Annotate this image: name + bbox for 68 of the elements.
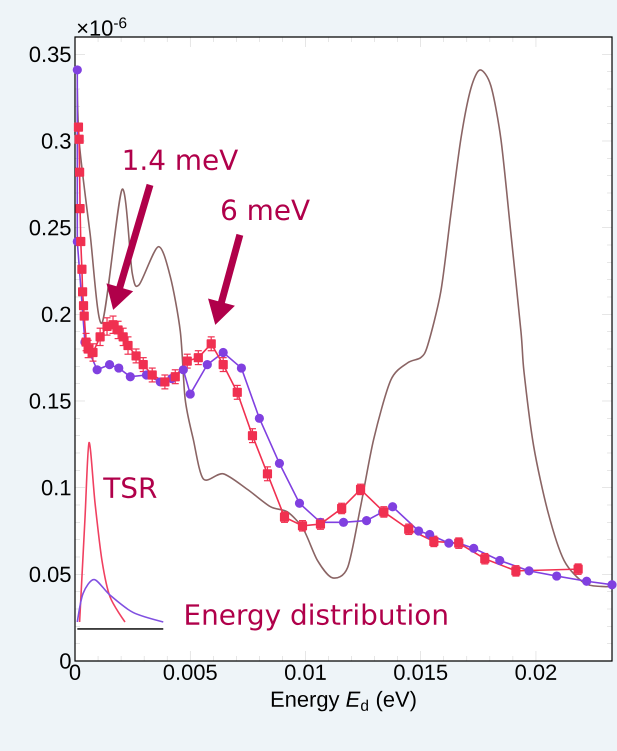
x-tick-label: 0.005 <box>164 664 217 680</box>
point <box>74 134 84 144</box>
point <box>218 360 228 370</box>
point <box>388 502 398 512</box>
y-tick-label: 0.05 <box>30 566 71 582</box>
point <box>118 332 128 342</box>
point <box>254 414 264 423</box>
point <box>92 365 102 374</box>
point <box>444 538 454 548</box>
annotation: Energy distribution <box>186 604 447 630</box>
point <box>131 351 141 361</box>
point <box>524 566 534 576</box>
point <box>607 580 617 590</box>
point <box>262 469 272 478</box>
point <box>582 576 592 586</box>
point <box>414 526 424 536</box>
point <box>202 360 212 370</box>
point <box>182 356 192 366</box>
point <box>80 311 89 321</box>
point <box>274 458 284 468</box>
point <box>114 363 124 373</box>
point <box>294 498 304 508</box>
line-series <box>76 578 164 623</box>
point <box>78 301 88 310</box>
point <box>126 372 135 382</box>
point <box>194 353 203 362</box>
point <box>148 370 157 380</box>
point <box>123 340 133 350</box>
point <box>170 372 180 382</box>
point <box>75 204 85 214</box>
point <box>72 65 82 75</box>
x-tick-label: 0.02 <box>515 664 556 680</box>
point <box>425 530 434 540</box>
point <box>74 122 84 132</box>
y-tick-label: 0.15 <box>30 393 71 409</box>
point <box>495 556 504 566</box>
y-tick-label: 0 <box>60 653 71 669</box>
point <box>552 571 562 581</box>
point <box>104 360 114 370</box>
y-tick-label: 0.2 <box>42 306 70 322</box>
x-tick-label: 0.015 <box>394 664 448 680</box>
annotation: TSR <box>103 477 157 498</box>
point <box>469 544 478 553</box>
point <box>186 389 195 399</box>
point <box>138 360 148 370</box>
point <box>362 516 372 526</box>
point <box>77 264 87 274</box>
y-tick-label: 0.35 <box>30 46 71 62</box>
point <box>248 431 258 440</box>
point <box>236 363 246 373</box>
point <box>178 365 188 374</box>
y-tick-label: 0.3 <box>42 133 71 149</box>
y-tick-label: 0.1 <box>42 480 70 496</box>
y-tick-label: 0.25 <box>30 220 71 236</box>
point <box>78 287 88 296</box>
point <box>96 332 105 342</box>
point <box>75 168 84 177</box>
annotation: 6 meV <box>222 199 310 220</box>
point <box>206 339 216 348</box>
point <box>232 388 242 397</box>
x-tick-label: 0.01 <box>285 664 326 680</box>
point <box>338 518 348 527</box>
annotation: 1.4 meV <box>124 150 238 170</box>
point <box>160 377 170 387</box>
point <box>76 236 86 246</box>
point <box>218 348 228 358</box>
text: ×10$^{-6}$ <box>78 17 126 36</box>
x-axis-title: Energy E$_{d}$ (eV) <box>272 690 416 712</box>
